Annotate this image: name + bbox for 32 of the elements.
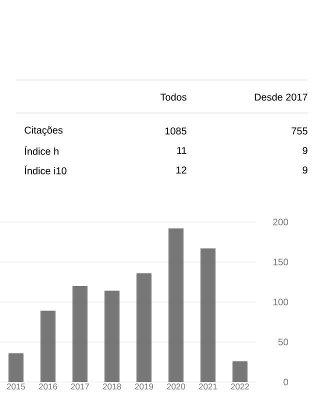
- text: Todos: [160, 93, 186, 101]
- text: 755: [292, 128, 308, 134]
- bar: [232, 361, 248, 382]
- bar: [72, 286, 88, 382]
- text: Desde 2017: [254, 93, 308, 101]
- y-tick-label: 50: [278, 338, 288, 346]
- bar: [40, 310, 56, 382]
- bar: [168, 228, 184, 382]
- bar: [104, 290, 120, 382]
- x-tick-label: 2019: [135, 384, 154, 390]
- text: Índice i10: [24, 166, 66, 174]
- text: 9: [302, 146, 308, 154]
- x-tick-label: 2018: [103, 384, 122, 390]
- x-tick-label: 2016: [39, 384, 58, 390]
- bar: [136, 273, 152, 382]
- x-tick-label: 2021: [199, 384, 218, 390]
- bar: [200, 248, 216, 382]
- x-tick-label: 2022: [231, 384, 249, 390]
- x-tick-label: 2017: [71, 384, 89, 390]
- text: 12: [176, 166, 186, 174]
- text: 9: [302, 166, 308, 174]
- text: Citações: [24, 126, 63, 136]
- x-tick-label: 2020: [167, 384, 186, 390]
- bar: [8, 353, 24, 382]
- y-tick-label: 150: [273, 258, 288, 266]
- x-tick-label: 2015: [7, 384, 26, 390]
- y-tick-label: 100: [273, 298, 288, 306]
- text: Índice h: [24, 146, 58, 155]
- text: 1085: [165, 127, 186, 135]
- text: 11: [177, 147, 186, 154]
- y-tick-label: 0: [284, 378, 288, 386]
- y-tick-label: 200: [273, 218, 288, 226]
